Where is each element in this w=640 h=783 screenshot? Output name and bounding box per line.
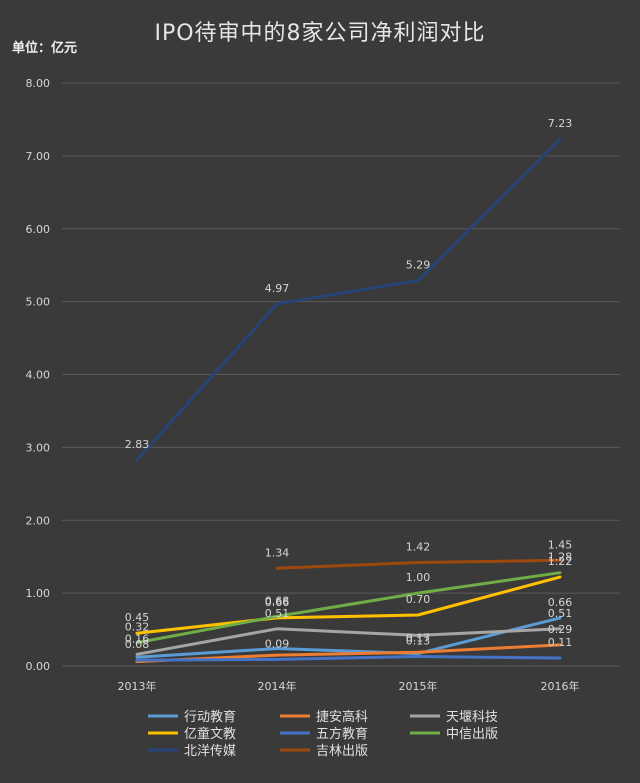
chart-title: IPO待审中的8家公司净利润对比 — [154, 21, 485, 46]
data-label: 1.22 — [548, 555, 573, 568]
x-axis: 2013年 2014年 2015年 2016年 — [118, 679, 580, 693]
x-tick-label: 2015年 — [399, 679, 438, 693]
data-label: 0.66 — [548, 596, 573, 609]
y-tick-label: 4.00 — [26, 369, 51, 382]
legend-entry: 天堰科技 — [446, 710, 498, 725]
x-tick-label: 2016年 — [541, 679, 580, 693]
legend-entry: 行动教育 — [184, 709, 236, 725]
x-tick-label: 2013年 — [118, 679, 157, 693]
data-label: 7.23 — [548, 117, 573, 130]
y-tick-label: 1.00 — [26, 587, 51, 600]
data-label: 1.00 — [406, 571, 431, 584]
data-labels: 0.17 0.66 0.29 0.16 0.51 0.51 0.45 0.66 0.70 1.22… — [125, 117, 573, 651]
data-label: 0.13 — [406, 635, 431, 648]
series-line-3 — [135, 575, 562, 635]
data-label: 0.29 — [548, 623, 573, 636]
y-tick-label: 5.00 — [26, 296, 51, 309]
data-label: 5.29 — [406, 258, 431, 271]
data-label: 4.97 — [265, 282, 290, 295]
y-tick-label: 7.00 — [26, 150, 51, 163]
unit-label: 单位：亿元 — [12, 40, 77, 56]
legend-entry: 中信出版 — [446, 727, 498, 742]
data-label: 1.28 — [548, 551, 573, 564]
data-label: 0.09 — [265, 637, 290, 650]
data-label: 1.45 — [548, 538, 573, 551]
data-label: 0.32 — [125, 621, 150, 634]
gridlines — [62, 82, 620, 667]
series-line-4 — [135, 655, 562, 662]
series-line-5 — [135, 571, 562, 645]
data-label: 0.08 — [125, 638, 150, 651]
data-label: 1.42 — [406, 541, 431, 554]
data-label: 0.16 — [125, 632, 150, 645]
data-label: 0.66 — [265, 596, 290, 609]
legend-entry: 亿童文教 — [184, 726, 236, 742]
x-tick-label: 2014年 — [258, 679, 297, 693]
legend-entry: 捷安高科 — [316, 709, 368, 725]
series-line-6 — [135, 137, 562, 462]
legend-entry: 五方教育 — [316, 726, 368, 742]
data-label: 1.34 — [265, 546, 290, 559]
legend-entry: 北洋传媒 — [184, 744, 236, 759]
data-label: 0.45 — [125, 611, 150, 624]
y-tick-label: 3.00 — [26, 441, 51, 454]
data-label: 0.51 — [548, 607, 573, 620]
data-label: 0.68 — [265, 594, 290, 607]
y-tick-label: 0.00 — [26, 660, 51, 673]
series-line-7 — [275, 558, 562, 570]
data-label: 0.51 — [265, 607, 290, 620]
y-tick-label: 6.00 — [26, 223, 51, 236]
legend-entry: 吉林出版 — [316, 744, 368, 759]
series-line-0 — [135, 616, 562, 659]
data-label: 0.70 — [406, 593, 431, 606]
data-label: 2.83 — [125, 438, 150, 451]
data-label: 0.11 — [548, 636, 573, 649]
series-lines — [135, 137, 562, 664]
series-line-2 — [135, 627, 562, 656]
y-axis: 0.00 1.00 2.00 3.00 4.00 5.00 6.00 7.00 8.00 — [26, 77, 51, 673]
y-tick-label: 2.00 — [26, 514, 51, 527]
data-label: 0.17 — [406, 632, 431, 645]
y-tick-label: 8.00 — [26, 77, 51, 90]
